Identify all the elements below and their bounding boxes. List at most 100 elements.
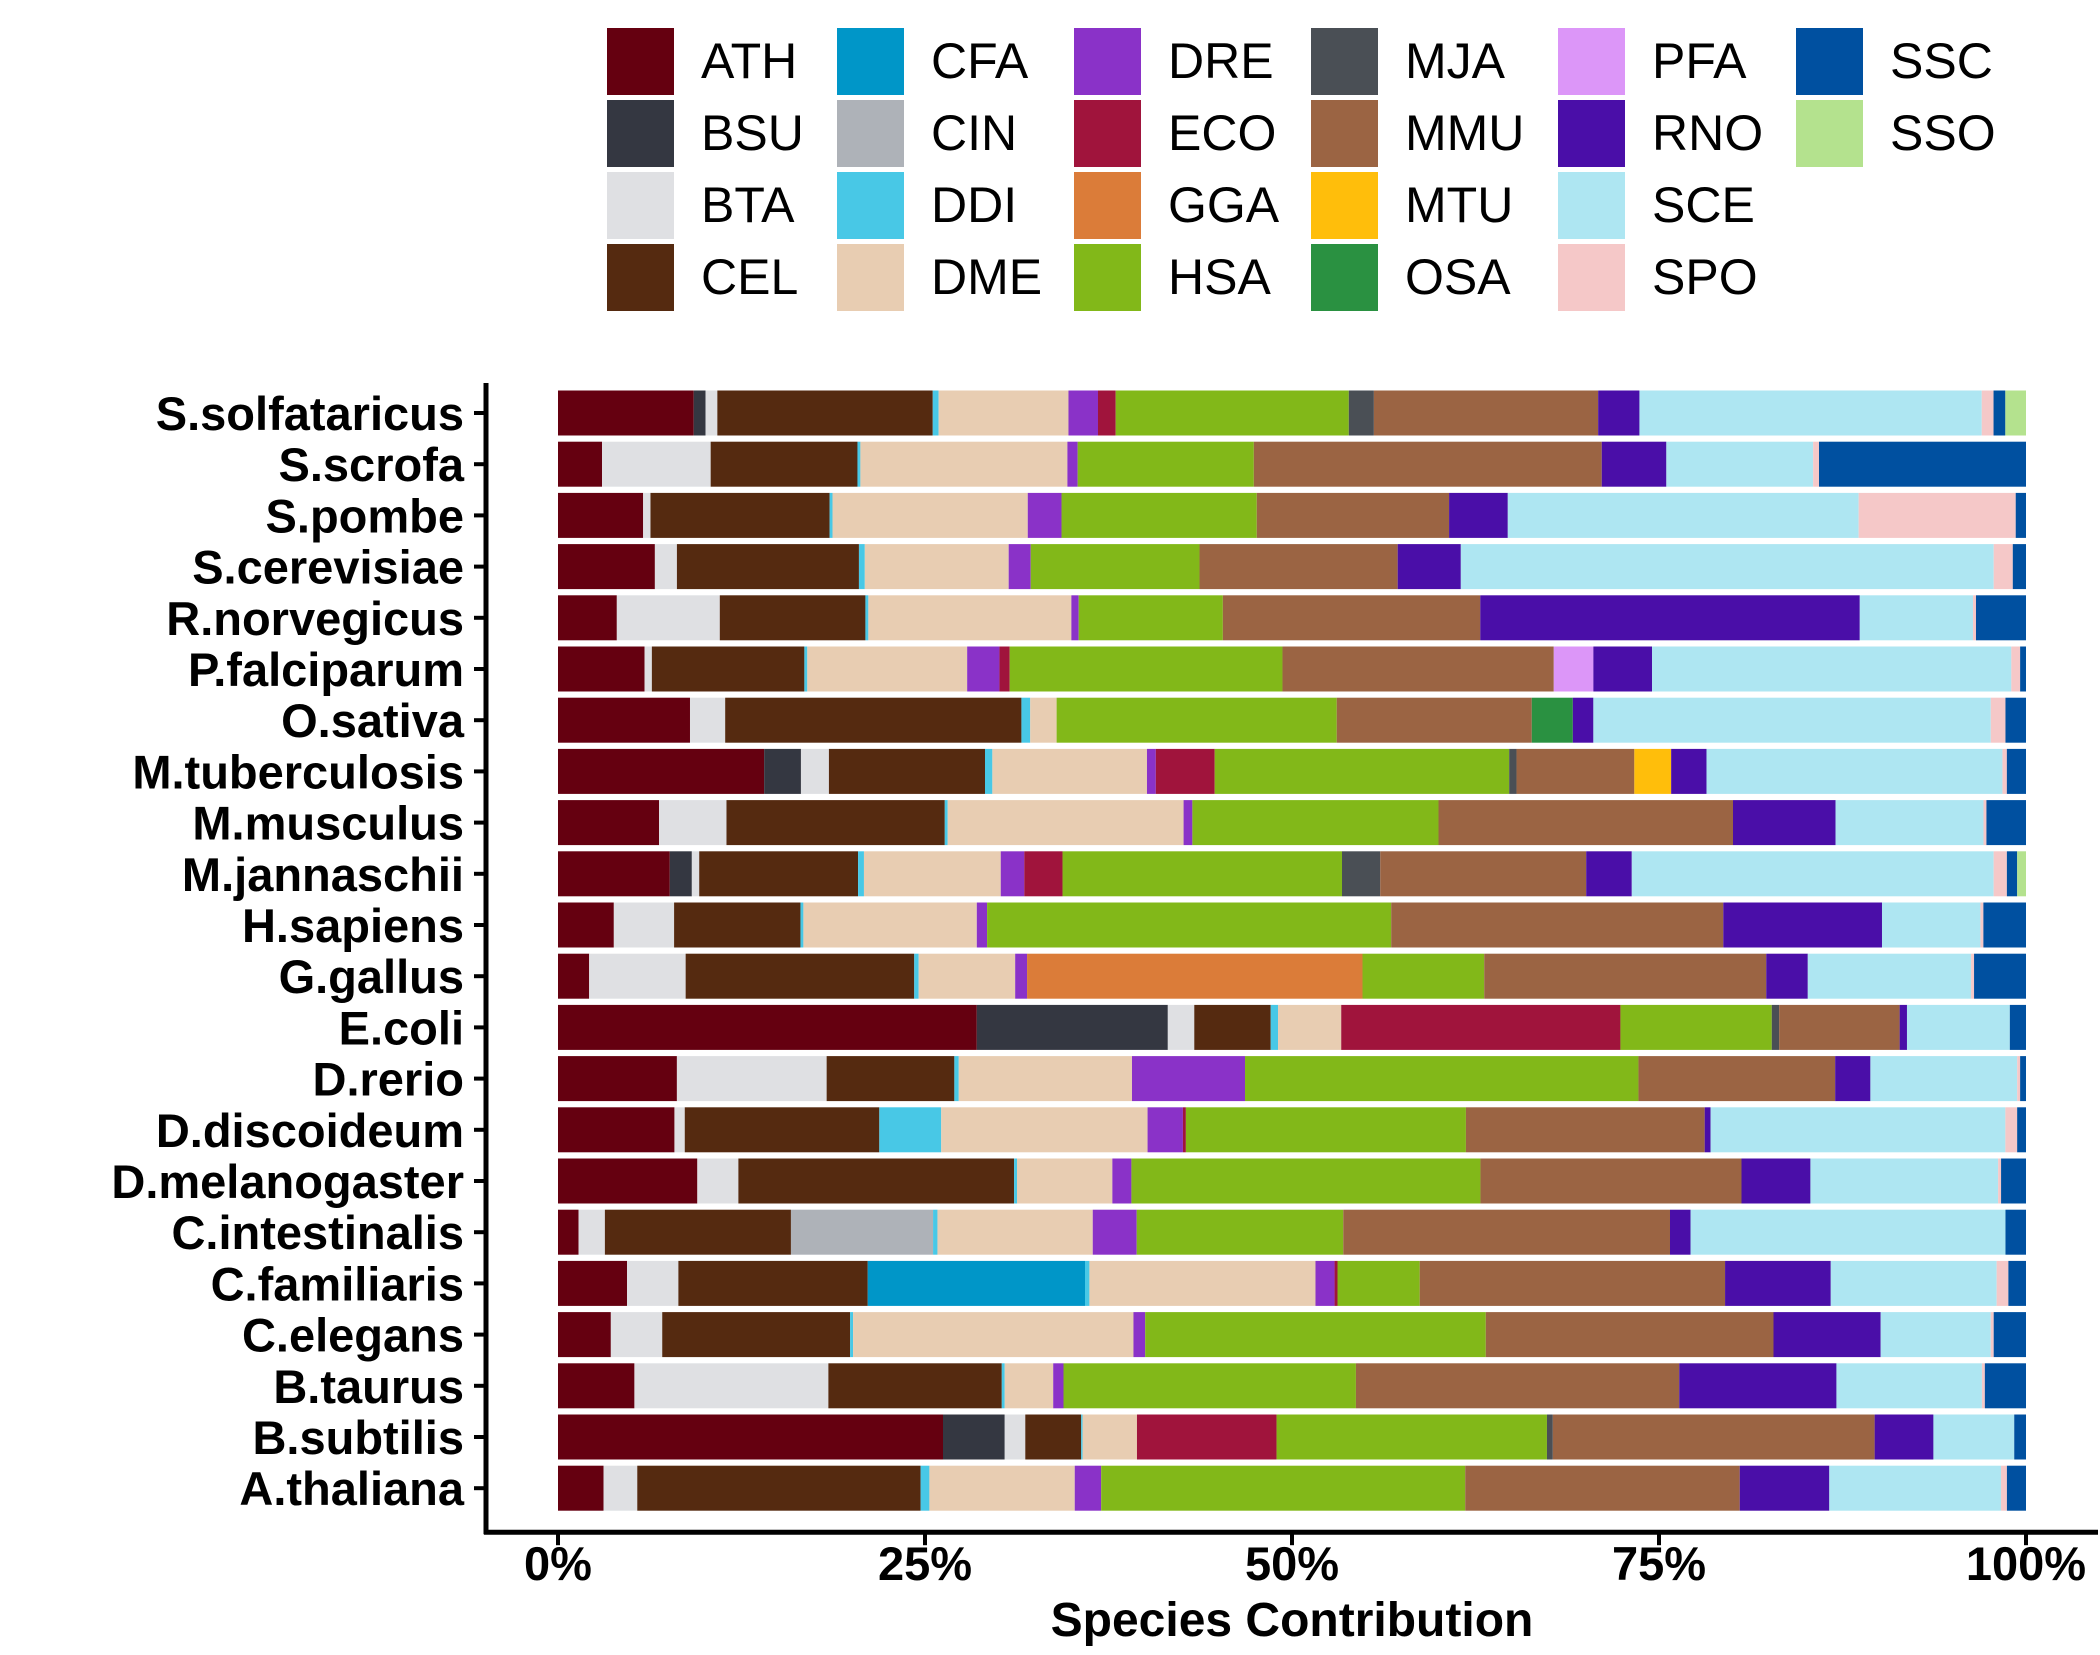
bar-segment-d-melanogaster-hsa (1131, 1158, 1481, 1204)
bar-s-pombe (558, 492, 2026, 538)
legend-swatch-cfa (837, 28, 904, 95)
bar-segment-d-discoideum-dme (941, 1107, 1148, 1153)
bar-segment-o-sativa-hsa (1056, 697, 1337, 743)
legend-swatch-dme (837, 244, 904, 311)
bar-segment-m-tuberculosis-mmu (1516, 748, 1635, 794)
bar-segment-c-elegans-ddi (850, 1312, 854, 1358)
bar-segment-b-taurus-dme (1004, 1363, 1054, 1409)
bar-d-melanogaster (558, 1158, 2026, 1204)
bar-segment-s-scrofa-ath (558, 441, 603, 487)
bar-segment-p-falciparum-sce (1652, 646, 2012, 692)
bar-segment-b-subtilis-bta (1004, 1414, 1026, 1460)
bar-segment-m-musculus-hsa (1192, 800, 1439, 846)
legend-label-spo: SPO (1652, 249, 1758, 305)
legend-swatch-ath (607, 28, 674, 95)
legend-swatch-ssc (1796, 28, 1863, 95)
bar-r-norvegicus (558, 595, 2026, 641)
legend-item-mtu: MTU (1311, 172, 1513, 239)
bar-segment-c-familiaris-dre (1315, 1260, 1335, 1306)
bar-segment-m-jannaschii-sso (2017, 851, 2026, 897)
legend-label-eco: ECO (1168, 105, 1276, 161)
legend-label-mmu: MMU (1405, 105, 1524, 161)
bar-segment-s-scrofa-ssc (1819, 441, 2026, 487)
bar-segment-r-norvegicus-sce (1859, 595, 1974, 641)
bar-e-coli (558, 1004, 2026, 1050)
bar-segment-m-jannaschii-dre (1000, 851, 1025, 897)
legend-item-dme: DME (837, 244, 1042, 311)
y-tick-label-r-norvegicus: R.norvegicus (166, 592, 464, 645)
bar-segment-s-scrofa-spo (1813, 441, 1820, 487)
bar-segment-o-sativa-ath (558, 697, 690, 743)
bar-segment-d-rerio-dre (1131, 1056, 1246, 1102)
bar-segment-b-taurus-rno (1679, 1363, 1837, 1409)
legend-item-mja: MJA (1311, 28, 1506, 95)
bar-segment-c-intestinalis-sce (1690, 1209, 2006, 1255)
legend-item-rno: RNO (1558, 100, 1763, 167)
legend-swatch-sso (1796, 100, 1863, 167)
bar-segment-g-gallus-rno (1766, 953, 1808, 999)
bar-segment-m-jannaschii-mmu (1380, 851, 1587, 897)
legend-label-pfa: PFA (1652, 33, 1747, 89)
bar-segment-c-intestinalis-rno (1669, 1209, 1691, 1255)
y-tick-label-s-solfataricus: S.solfataricus (156, 387, 464, 440)
bar-segment-d-rerio-ath (558, 1056, 677, 1102)
legend-swatch-pfa (1558, 28, 1625, 95)
bar-segment-b-subtilis-dme (1082, 1414, 1137, 1460)
bar-segment-m-musculus-rno (1732, 800, 1836, 846)
legend: ATH BSU BTA CEL CFA CIN DDI DME DRE ECO GGA HSA MJA M… (607, 28, 1996, 311)
bar-segment-d-melanogaster-ath (558, 1158, 698, 1204)
bar-segment-s-solfataricus-hsa (1115, 390, 1349, 436)
bar-segment-d-discoideum-hsa (1185, 1107, 1466, 1153)
bar-segment-r-norvegicus-dre (1071, 595, 1079, 641)
legend-label-ddi: DDI (931, 177, 1017, 233)
bar-g-gallus (558, 953, 2026, 999)
legend-item-cel: CEL (607, 244, 798, 311)
bar-segment-b-taurus-spo (1981, 1363, 1985, 1409)
legend-swatch-hsa (1074, 244, 1141, 311)
bar-segment-o-sativa-dme (1030, 697, 1057, 743)
bar-segment-p-falciparum-cel (651, 646, 805, 692)
legend-item-osa: OSA (1311, 244, 1511, 311)
bar-segment-m-musculus-ssc (1986, 800, 2026, 846)
bar-segment-m-jannaschii-sce (1631, 851, 1994, 897)
legend-label-dme: DME (931, 249, 1042, 305)
bar-s-scrofa (558, 441, 2026, 487)
bar-segment-d-discoideum-eco (1182, 1107, 1186, 1153)
legend-label-sce: SCE (1652, 177, 1755, 233)
legend-swatch-ddi (837, 172, 904, 239)
bar-segment-s-scrofa-ddi (857, 441, 861, 487)
y-tick-label-p-falciparum: P.falciparum (188, 643, 464, 696)
bar-segment-h-sapiens-sce (1881, 902, 1981, 948)
bar-segment-s-scrofa-bta (602, 441, 711, 487)
bar-segment-d-melanogaster-dme (1017, 1158, 1113, 1204)
bar-segment-c-elegans-rno (1773, 1312, 1881, 1358)
bar-segment-m-tuberculosis-mja (1509, 748, 1517, 794)
bar-segment-p-falciparum-ssc (2020, 646, 2026, 692)
bar-segment-p-falciparum-pfa (1553, 646, 1594, 692)
bar-segment-p-falciparum-ddi (804, 646, 808, 692)
legend-label-ath: ATH (701, 33, 797, 89)
bar-segment-r-norvegicus-hsa (1078, 595, 1223, 641)
bar-segment-o-sativa-osa (1531, 697, 1573, 743)
bar-segment-h-sapiens-ath (558, 902, 614, 948)
legend-item-dre: DRE (1074, 28, 1274, 95)
bar-segment-g-gallus-sce (1807, 953, 1972, 999)
bar-segment-b-taurus-dre (1053, 1363, 1064, 1409)
bar-segment-c-intestinalis-ddi (933, 1209, 938, 1255)
bar-segment-g-gallus-mmu (1484, 953, 1767, 999)
bar-segment-m-jannaschii-dme (863, 851, 1001, 897)
bar-segment-g-gallus-ssc (1974, 953, 2026, 999)
legend-item-eco: ECO (1074, 100, 1276, 167)
bar-segment-b-subtilis-cel (1025, 1414, 1082, 1460)
bar-segment-c-intestinalis-cel (604, 1209, 791, 1255)
bar-segment-d-rerio-dme (958, 1056, 1132, 1102)
bar-segment-m-jannaschii-bsu (669, 851, 692, 897)
bar-segment-e-coli-ath (558, 1004, 977, 1050)
bar-segment-s-solfataricus-rno (1598, 390, 1640, 436)
bar-segment-a-thaliana-ddi (920, 1465, 930, 1511)
bar-segment-a-thaliana-hsa (1101, 1465, 1466, 1511)
bar-segment-s-cerevisiae-cel (676, 544, 859, 590)
bar-segment-s-solfataricus-mmu (1373, 390, 1599, 436)
bar-segment-s-solfataricus-spo (1981, 390, 1994, 436)
bar-segment-a-thaliana-dme (929, 1465, 1075, 1511)
